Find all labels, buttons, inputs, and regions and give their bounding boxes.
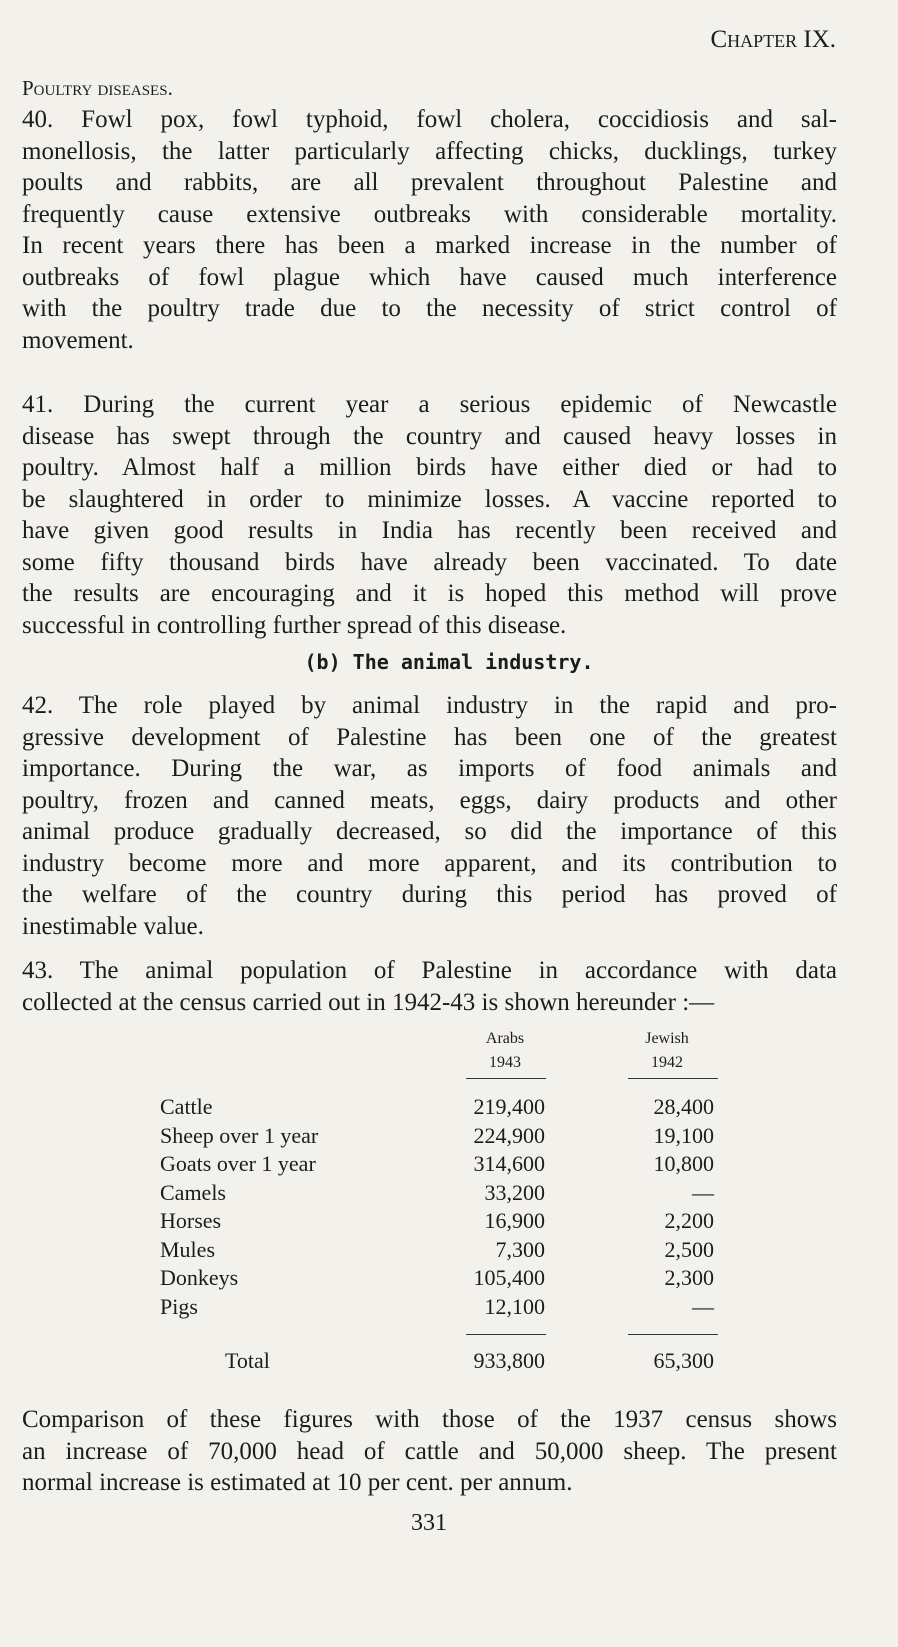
cell-value: 12,100 [484, 1293, 546, 1319]
paragraph-line: 43. The animal population of Palestine i… [22, 957, 837, 984]
cell-value: 33,200 [484, 1179, 546, 1205]
paragraph-line: some fifty thousand birds have already b… [22, 548, 837, 576]
cell-value: 16,900 [484, 1208, 546, 1233]
row-label: Cattle [160, 1094, 213, 1119]
paragraph-line: poultry. Almost half a million birds hav… [22, 454, 837, 481]
cell-value: 224,900 [473, 1122, 546, 1148]
paragraph-line: have given good results in India has rec… [22, 517, 837, 544]
paragraph-line: frequently cause extensive outbreaks wit… [22, 200, 837, 228]
section-title: Poultry diseases. [22, 76, 173, 100]
cell-value: 314,600 [473, 1151, 546, 1176]
row-label: Horses [160, 1208, 222, 1233]
paragraph-line: an increase of 70,000 head of cattle and… [22, 1437, 837, 1465]
subheading: (b) The animal industry. [304, 650, 594, 674]
row-label: Sheep over 1 year [160, 1122, 319, 1148]
cell-value: 2,500 [664, 1236, 715, 1262]
rule [466, 1334, 546, 1335]
paragraph-line: collected at the census carried out in 1… [22, 988, 715, 1016]
cell-value: 10,800 [653, 1151, 715, 1176]
column-header: 1943 [489, 1054, 521, 1071]
paragraph-line: outbreaks of fowl plague which have caus… [22, 263, 837, 291]
cell-value: 2,300 [664, 1265, 715, 1290]
paragraph-line: 41. During the current year a serious ep… [22, 391, 837, 418]
cell-value: 219,400 [473, 1094, 546, 1119]
paragraph-line: animal produce gradually decreased, so d… [22, 818, 837, 845]
cell-value: 933,800 [473, 1348, 546, 1373]
paragraph-line: disease has swept through the country an… [22, 422, 837, 450]
paragraph-line: be slaughtered in order to minimize loss… [22, 485, 837, 513]
row-label: Mules [160, 1236, 215, 1262]
row-label: Total [225, 1348, 270, 1373]
paragraph-line: normal increase is estimated at 10 per c… [22, 1469, 573, 1496]
column-header: Arabs [485, 1030, 525, 1047]
cell-value: 28,400 [653, 1094, 715, 1119]
cell-value: — [692, 1293, 714, 1319]
paragraph-line: successful in controlling further spread… [22, 611, 567, 639]
column-header: Jewish [645, 1030, 689, 1047]
paragraph-line: the results are encouraging and it is ho… [22, 580, 837, 607]
paragraph-line: 42. The role played by animal industry i… [22, 692, 837, 719]
cell-value: 19,100 [653, 1122, 715, 1148]
cell-value: — [692, 1179, 714, 1205]
row-label: Camels [160, 1179, 226, 1205]
rule [628, 1078, 718, 1079]
paragraph-line: 40. Fowl pox, fowl typhoid, fowl cholera… [22, 106, 837, 133]
paragraph-line: gressive development of Palestine has be… [22, 723, 837, 751]
paragraph-line: importance. During the war, as imports o… [22, 755, 837, 782]
paragraph-line: In recent years there has been a marked … [22, 232, 837, 259]
paragraph-line: monellosis, the latter particularly affe… [22, 137, 837, 165]
paragraph-line: poults and rabbits, are all prevalent th… [22, 169, 837, 196]
paragraph-line: poultry, frozen and canned meats, eggs, … [22, 786, 837, 814]
paragraph-line: industry become more and more apparent, … [22, 849, 837, 877]
rule [466, 1078, 546, 1079]
paragraph-line: inestimable value. [22, 912, 204, 940]
paragraph-line: with the poultry trade due to the necess… [22, 295, 837, 322]
rule [628, 1334, 718, 1335]
page-number: 331 [411, 1510, 447, 1536]
cell-value: 105,400 [473, 1265, 546, 1290]
paragraph-line: the welfare of the country during this p… [22, 881, 837, 908]
row-label: Goats over 1 year [160, 1151, 316, 1176]
column-header: 1942 [651, 1054, 683, 1071]
paragraph-line: movement. [22, 326, 134, 354]
cell-value: 65,300 [653, 1348, 715, 1373]
row-label: Donkeys [160, 1265, 239, 1290]
cell-value: 2,200 [664, 1208, 715, 1233]
chapter-heading: Chapter IX. [710, 26, 836, 53]
row-label: Pigs [160, 1293, 198, 1319]
cell-value: 7,300 [495, 1236, 546, 1262]
paragraph-line: Comparison of these figures with those o… [22, 1406, 837, 1433]
